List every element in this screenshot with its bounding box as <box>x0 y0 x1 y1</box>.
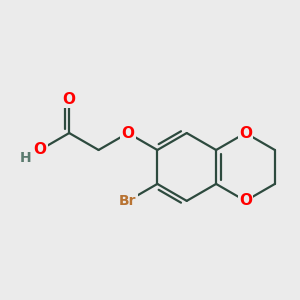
Text: Br: Br <box>119 194 137 208</box>
Text: O: O <box>33 142 46 158</box>
Text: H: H <box>19 152 31 166</box>
Text: O: O <box>122 125 134 140</box>
Text: O: O <box>239 194 252 208</box>
Text: O: O <box>239 125 252 140</box>
Text: O: O <box>63 92 76 106</box>
